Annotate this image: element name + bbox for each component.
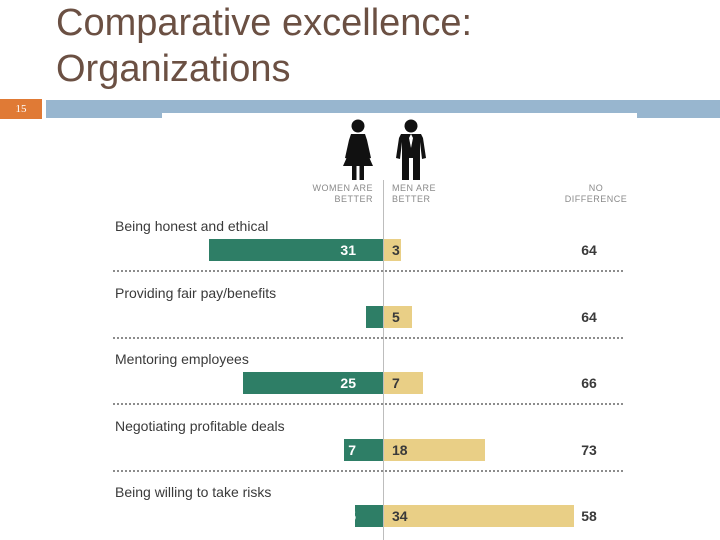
value-men-better: 5 xyxy=(392,309,400,325)
value-women-better: 5 xyxy=(348,508,356,524)
bar-men-better xyxy=(384,239,401,261)
center-divider xyxy=(383,180,384,540)
bar-women-better xyxy=(243,372,383,394)
bar-men-better xyxy=(384,372,424,394)
value-men-better: 18 xyxy=(392,442,408,458)
value-women-better: 31 xyxy=(340,242,356,258)
bar-women-better xyxy=(343,439,383,461)
man-icon xyxy=(396,119,426,180)
value-women-better: 3 xyxy=(348,309,356,325)
category-label: Being honest and ethical xyxy=(115,218,269,234)
woman-icon xyxy=(343,119,373,180)
bar-men-better xyxy=(384,439,485,461)
value-women-better: 7 xyxy=(348,442,356,458)
header-women-better: WOMEN ARE BETTER xyxy=(312,183,373,204)
value-no-difference: 64 xyxy=(581,242,597,258)
value-women-better: 25 xyxy=(340,375,356,391)
slide-number: 15 xyxy=(0,99,42,119)
row-separator xyxy=(113,337,623,339)
bar-women-better xyxy=(209,239,383,261)
row-separator xyxy=(113,270,623,272)
value-no-difference: 58 xyxy=(581,508,597,524)
bar-women-better xyxy=(355,505,383,527)
value-no-difference: 66 xyxy=(581,375,597,391)
row-separator xyxy=(113,403,623,405)
value-men-better: 34 xyxy=(392,508,408,524)
category-label: Providing fair pay/benefits xyxy=(115,285,277,301)
value-men-better: 3 xyxy=(392,242,400,258)
header-men-better: MEN ARE BETTER xyxy=(392,183,437,204)
category-label: Negotiating profitable deals xyxy=(115,418,285,434)
bar-men-better xyxy=(384,306,412,328)
row-separator xyxy=(113,470,623,472)
category-label: Mentoring employees xyxy=(115,351,249,367)
slide-title: Comparative excellence: Organizations xyxy=(56,2,473,90)
bar-women-better xyxy=(366,306,383,328)
bar-men-better xyxy=(384,505,575,527)
category-label: Being willing to take risks xyxy=(115,484,272,500)
header-no-difference: NO DIFFERENCE xyxy=(564,183,628,204)
value-no-difference: 64 xyxy=(581,309,597,325)
value-men-better: 7 xyxy=(392,375,400,391)
value-no-difference: 73 xyxy=(581,442,597,458)
